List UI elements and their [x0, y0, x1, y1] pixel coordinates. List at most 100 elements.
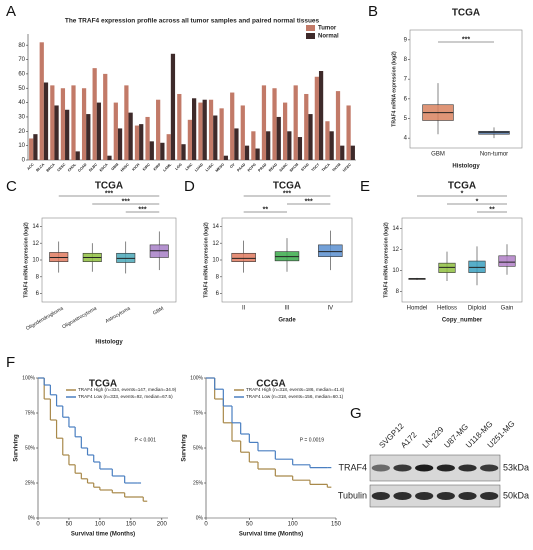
- bar: [304, 93, 309, 160]
- y-tick-label: 9: [404, 37, 408, 43]
- bar: [202, 99, 207, 160]
- blot-band: [458, 492, 477, 500]
- row-label: Tubulin: [338, 490, 367, 500]
- y-tick-label: 60: [18, 71, 25, 77]
- significance-label: ***: [122, 198, 130, 205]
- bar: [314, 76, 319, 160]
- y-tick-label: 12: [32, 241, 39, 247]
- blot-band: [393, 464, 412, 472]
- x-tick-label: 100: [288, 522, 299, 528]
- bar: [81, 88, 87, 160]
- bar: [166, 134, 171, 160]
- bar: [329, 131, 334, 160]
- x-tick-label: SARC: [279, 162, 289, 172]
- x-tick-label: GBM: [431, 152, 445, 158]
- bar: [208, 99, 214, 160]
- bar: [149, 141, 154, 160]
- plot-frame: [401, 217, 523, 303]
- legend-label: TRAF4 Low (n=318, events=156, median=60.…: [246, 394, 344, 399]
- blot-band: [436, 464, 455, 472]
- x-tick-label: LUSC: [205, 162, 215, 172]
- bar: [71, 85, 76, 160]
- bar: [75, 151, 80, 160]
- bar: [335, 91, 341, 160]
- x-tick-label: THCA: [321, 162, 331, 172]
- x-tick-label: ESCA: [99, 162, 109, 172]
- bar: [251, 131, 256, 160]
- y-axis-label: TRAF4 mRNA expression (log2): [203, 222, 209, 298]
- x-tick-label: Non-tumor: [480, 152, 508, 158]
- box: [318, 244, 343, 257]
- blot-band: [393, 492, 412, 500]
- bar: [92, 68, 97, 160]
- bar: [187, 119, 192, 160]
- y-axis-label: Surviving: [182, 434, 188, 462]
- bar: [240, 105, 245, 160]
- blot-strip: [369, 484, 501, 508]
- box: [468, 260, 486, 273]
- x-tick-label: ACC: [26, 162, 35, 171]
- chart-title: TCGA: [448, 181, 476, 192]
- y-tick-label: 14: [212, 224, 219, 230]
- x-tick-label: PCPG: [247, 162, 257, 172]
- plot-frame: [409, 29, 523, 149]
- bar: [60, 88, 66, 160]
- bar: [223, 155, 228, 160]
- significance-label: ***: [305, 198, 313, 205]
- x-tick-label: SKCM: [289, 163, 299, 173]
- bar: [156, 99, 161, 160]
- y-tick-label: 10: [212, 258, 219, 264]
- x-tick-label: DLBC: [88, 162, 98, 172]
- y-tick-label: 50%: [193, 445, 204, 451]
- bar: [244, 145, 250, 160]
- x-tick-label: Gain: [501, 306, 514, 312]
- x-tick-label: KICH: [131, 162, 140, 171]
- bar: [318, 71, 324, 160]
- bar: [50, 85, 55, 160]
- bar: [282, 102, 288, 160]
- y-tick-label: 80: [18, 43, 25, 49]
- y-tick-label: 12: [392, 247, 399, 253]
- bar: [213, 115, 218, 160]
- bar: [272, 88, 277, 160]
- plot-frame: [41, 217, 177, 303]
- x-tick-label: GBM: [152, 306, 165, 317]
- legend-swatch: [306, 33, 315, 39]
- x-axis-label: Histology: [95, 340, 123, 346]
- y-tick-label: 10: [18, 143, 25, 149]
- box: [498, 255, 516, 267]
- bar: [145, 116, 150, 160]
- x-tick-label: HNSC: [120, 162, 130, 172]
- bar: [134, 125, 140, 160]
- x-tick-label: 50: [66, 522, 73, 528]
- blot-band: [480, 492, 499, 500]
- y-tick-label: 100%: [22, 375, 35, 381]
- x-tick-label: UCEC: [342, 162, 352, 172]
- bar: [198, 102, 203, 160]
- legend-label: Normal: [318, 34, 339, 40]
- x-axis-label: Survival time (Months): [239, 532, 303, 538]
- chart-title: TCGA: [452, 8, 480, 19]
- blot-band: [458, 464, 477, 472]
- x-tick-label: OV: [229, 162, 236, 169]
- y-axis-label: TRAF4 mRNA expression (log2): [23, 222, 29, 298]
- y-tick-label: 0%: [196, 515, 204, 521]
- panel-letter: B: [368, 3, 378, 20]
- significance-label: ***: [283, 190, 291, 197]
- bar: [230, 92, 235, 160]
- bar: [261, 85, 267, 160]
- x-tick-label: BRCA: [46, 162, 56, 172]
- y-axis-label: TRAF4 mRNA expression (log2): [391, 51, 397, 127]
- y-axis-label: TRAF4 mRNA expression (log2): [383, 222, 389, 298]
- panel-letter: F: [6, 354, 15, 371]
- panel-letter: E: [360, 178, 370, 195]
- y-tick-label: 10: [32, 258, 39, 264]
- significance-label: ***: [138, 206, 146, 213]
- bar: [96, 102, 102, 160]
- panel-letter: D: [184, 178, 195, 195]
- x-tick-label: 100: [95, 522, 106, 528]
- box: [231, 252, 256, 262]
- x-tick-label: CHOL: [67, 162, 78, 173]
- bar: [219, 108, 224, 160]
- panel-letter: G: [350, 405, 362, 422]
